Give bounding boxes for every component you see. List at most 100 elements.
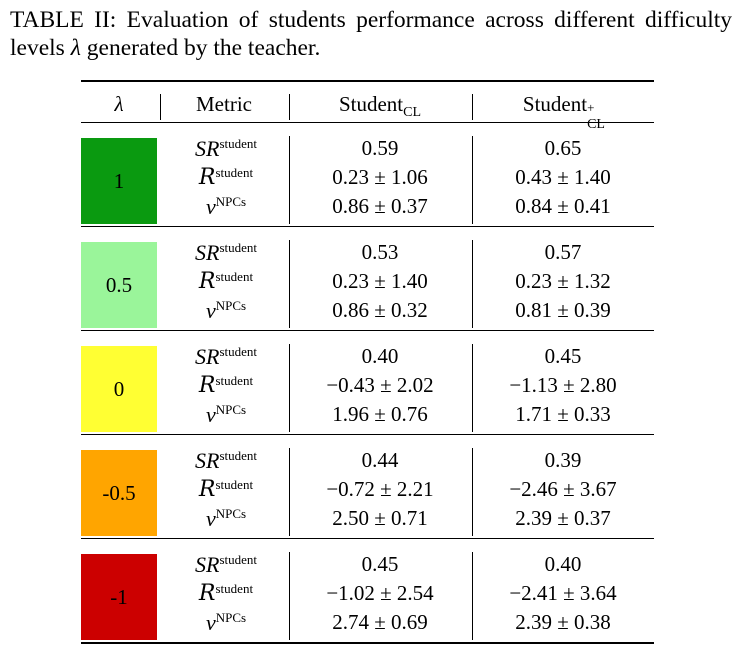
metric-superscript: student: [215, 165, 254, 180]
value-student-cl-plus: 2.39 ± 0.37: [515, 506, 611, 530]
metric-superscript: student: [215, 269, 254, 284]
metric-superscript: NPCs: [215, 610, 247, 625]
column-separator: [472, 240, 473, 328]
metric-symbol: R: [198, 165, 216, 190]
metric-label: SRstudent: [166, 446, 286, 477]
top-rule: [81, 80, 654, 82]
metric-symbol: R: [198, 269, 216, 294]
value-student-cl-plus: 0.84 ± 0.41: [515, 194, 611, 218]
value-student-cl: −1.02 ± 2.54: [326, 581, 434, 605]
caption-symbol: λ: [70, 35, 81, 61]
lambda-cell: -0.5: [81, 450, 157, 536]
metric-superscript: NPCs: [215, 506, 247, 521]
column-separator: [289, 344, 290, 432]
metric-label: vNPCs: [166, 504, 286, 535]
metric-label: Rstudent: [166, 163, 286, 193]
header-lambda: λ: [114, 92, 124, 116]
header-student-cl: StudentCL: [290, 92, 470, 121]
value-student-cl: 0.23 ± 1.40: [332, 269, 428, 293]
header-student-cl-plus: Student + CL: [473, 92, 653, 132]
value-student-cl-plus: 0.40: [544, 552, 582, 576]
metric-label: Rstudent: [166, 371, 286, 401]
lambda-cell: -1: [81, 554, 157, 640]
metric-symbol: R: [198, 477, 216, 502]
value-student-cl: 2.50 ± 0.71: [332, 506, 428, 530]
metric-superscript: NPCs: [215, 402, 247, 417]
value-student-cl: 0.86 ± 0.37: [332, 194, 428, 218]
metric-symbol: SR: [194, 552, 220, 577]
metric-label: SRstudent: [166, 134, 286, 165]
metric-label: vNPCs: [166, 192, 286, 223]
metric-symbol: v: [205, 506, 216, 531]
metric-label: SRstudent: [166, 342, 286, 373]
metric-superscript: student: [215, 373, 254, 388]
value-student-cl: 0.86 ± 0.32: [332, 298, 428, 322]
value-student-cl: 0.23 ± 1.06: [332, 165, 428, 189]
value-student-cl-plus: −2.46 ± 3.67: [509, 477, 617, 501]
value-student-cl-plus: 0.39: [544, 448, 582, 472]
metric-label: Rstudent: [166, 579, 286, 609]
value-student-cl: 0.59: [361, 136, 399, 160]
metric-symbol: v: [205, 298, 216, 323]
value-student-cl: 2.74 ± 0.69: [332, 610, 428, 634]
metric-symbol: R: [198, 581, 216, 606]
value-student-cl-plus: −1.13 ± 2.80: [509, 373, 617, 397]
value-student-cl: 0.44: [361, 448, 399, 472]
metric-symbol: R: [198, 373, 216, 398]
lambda-cell: 1: [81, 138, 157, 224]
column-separator: [289, 552, 290, 640]
value-student-cl-plus: 0.57: [544, 240, 582, 264]
metric-superscript: student: [215, 581, 254, 596]
column-separator: [472, 552, 473, 640]
group-rule: [81, 330, 654, 331]
caption-text-1: Evaluation of students performance acros…: [10, 7, 732, 61]
group-rule: [81, 226, 654, 227]
value-student-cl-plus: 0.65: [544, 136, 582, 160]
metric-symbol: v: [205, 610, 216, 635]
column-separator: [472, 448, 473, 536]
column-separator: [289, 240, 290, 328]
value-student-cl-plus: 0.45: [544, 344, 582, 368]
metric-superscript: student: [219, 448, 257, 463]
value-student-cl: −0.43 ± 2.02: [326, 373, 434, 397]
header-student-cl-base: Student: [338, 92, 404, 116]
metric-symbol: SR: [194, 448, 220, 473]
column-separator: [289, 136, 290, 224]
header-student-clplus-sup: +: [587, 100, 595, 115]
value-student-cl-plus: 1.71 ± 0.33: [515, 402, 611, 426]
value-student-cl-plus: −2.41 ± 3.64: [509, 581, 617, 605]
metric-superscript: student: [219, 136, 257, 151]
metric-superscript: student: [219, 240, 257, 255]
column-separator: [472, 136, 473, 224]
metric-label: Rstudent: [166, 475, 286, 505]
caption-label: TABLE II:: [10, 7, 117, 33]
column-separator: [289, 448, 290, 536]
header-sep-3: [472, 94, 473, 120]
lambda-cell: 0: [81, 346, 157, 432]
value-student-cl: 0.40: [361, 344, 399, 368]
header-student-clplus-base: Student: [522, 92, 588, 116]
metric-label: vNPCs: [166, 400, 286, 431]
metric-symbol: v: [205, 194, 216, 219]
metric-superscript: NPCs: [215, 194, 247, 209]
header-sep-1: [160, 94, 161, 120]
value-student-cl-plus: 2.39 ± 0.38: [515, 610, 611, 634]
metric-superscript: student: [219, 344, 257, 359]
metric-label: SRstudent: [166, 238, 286, 269]
group-rule: [81, 122, 654, 123]
header-sep-2: [289, 94, 290, 120]
caption-text-2: generated by the teacher.: [86, 35, 321, 61]
value-student-cl: 0.45: [361, 552, 399, 576]
metric-symbol: SR: [194, 240, 220, 265]
header-metric: Metric: [196, 92, 252, 116]
value-student-cl-plus: 0.43 ± 1.40: [515, 165, 611, 189]
metric-symbol: SR: [194, 344, 220, 369]
header-student-clplus-sub: CL: [587, 117, 605, 132]
metric-superscript: student: [219, 552, 257, 567]
metric-label: vNPCs: [166, 608, 286, 639]
value-student-cl: 0.53: [361, 240, 399, 264]
value-student-cl-plus: 0.23 ± 1.32: [515, 269, 611, 293]
header-student-cl-sub: CL: [403, 105, 422, 120]
column-separator: [472, 344, 473, 432]
metric-label: Rstudent: [166, 267, 286, 297]
